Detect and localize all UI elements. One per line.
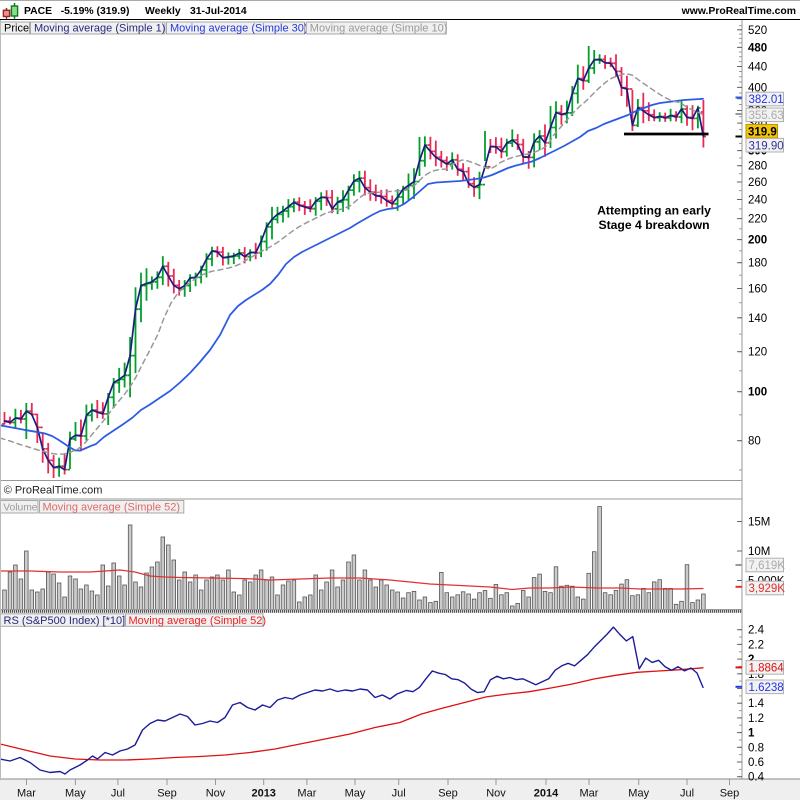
svg-text:Jul: Jul [111, 787, 125, 799]
svg-text:Mar: Mar [297, 787, 316, 799]
svg-text:Volume: Volume [3, 503, 38, 514]
svg-text:2014: 2014 [534, 787, 559, 799]
svg-text:260: 260 [748, 177, 767, 189]
svg-text:1.4: 1.4 [748, 698, 765, 710]
svg-text:0.8: 0.8 [748, 742, 764, 754]
svg-text:Nov: Nov [486, 787, 506, 799]
svg-text:Weekly: Weekly [145, 6, 181, 17]
svg-text:10M: 10M [748, 546, 770, 558]
svg-text:2.4: 2.4 [748, 625, 765, 637]
svg-text:1.8864: 1.8864 [749, 663, 785, 675]
svg-text:3,929K: 3,929K [749, 583, 786, 595]
svg-text:520: 520 [748, 25, 767, 37]
svg-text:Price: Price [4, 22, 29, 34]
svg-text:Sep: Sep [720, 787, 740, 799]
svg-text:100: 100 [748, 387, 767, 399]
svg-text:Mar: Mar [580, 787, 599, 799]
svg-text:Moving average (Simple 52): Moving average (Simple 52) [43, 502, 181, 514]
svg-text:15M: 15M [748, 517, 770, 529]
svg-text:400: 400 [748, 82, 767, 94]
svg-text:160: 160 [748, 284, 767, 296]
svg-text:280: 280 [748, 161, 767, 173]
svg-text:May: May [628, 787, 649, 799]
svg-text:0.6: 0.6 [748, 757, 764, 769]
svg-text:Moving average (Simple 30): Moving average (Simple 30) [170, 22, 308, 34]
svg-text:200: 200 [748, 235, 767, 247]
svg-text:PACE: PACE [24, 6, 52, 17]
svg-text:May: May [65, 787, 86, 799]
svg-text:140: 140 [748, 313, 767, 325]
svg-text:319.9: 319.9 [748, 126, 777, 138]
svg-text:440: 440 [748, 62, 767, 74]
svg-text:Jul: Jul [392, 787, 406, 799]
svg-text:80: 80 [748, 436, 761, 448]
svg-text:7,619K: 7,619K [749, 560, 786, 572]
svg-text:1: 1 [748, 728, 755, 740]
svg-text:Moving average (Simple 52): Moving average (Simple 52) [129, 615, 267, 627]
svg-text:Mar: Mar [17, 787, 36, 799]
svg-text:Moving average (Simple 1): Moving average (Simple 1) [34, 22, 165, 34]
svg-text:120: 120 [748, 347, 767, 359]
svg-text:Stage 4 breakdown: Stage 4 breakdown [598, 218, 709, 232]
svg-text:-5.19% (319.9): -5.19% (319.9) [61, 6, 130, 17]
svg-text:180: 180 [748, 258, 767, 270]
svg-text:Attempting an early: Attempting an early [597, 203, 711, 217]
svg-text:2.2: 2.2 [748, 639, 764, 651]
svg-text:1.6238: 1.6238 [749, 682, 784, 694]
svg-text:Nov: Nov [206, 787, 226, 799]
svg-text:1.2: 1.2 [748, 713, 764, 725]
svg-text:0.4: 0.4 [748, 772, 765, 784]
svg-text:www.ProRealTime.com: www.ProRealTime.com [681, 6, 796, 17]
svg-text:© ProRealTime.com: © ProRealTime.com [4, 485, 103, 497]
svg-text:May: May [345, 787, 366, 799]
svg-text:355.63: 355.63 [749, 110, 784, 122]
svg-text:Moving average (Simple 10): Moving average (Simple 10) [310, 22, 448, 34]
svg-text:240: 240 [748, 195, 767, 207]
svg-text:31-Jul-2014: 31-Jul-2014 [190, 6, 247, 17]
svg-text:2013: 2013 [251, 787, 275, 799]
svg-text:220: 220 [748, 214, 767, 226]
svg-text:Sep: Sep [438, 787, 458, 799]
svg-text:319.90: 319.90 [749, 140, 784, 152]
svg-text:Sep: Sep [157, 787, 177, 799]
svg-text:382.01: 382.01 [749, 94, 784, 106]
svg-text:Jul: Jul [680, 787, 694, 799]
svg-text:480: 480 [748, 42, 767, 54]
svg-text:RS (S&P500 Index) [*10]: RS (S&P500 Index) [*10] [4, 615, 126, 627]
